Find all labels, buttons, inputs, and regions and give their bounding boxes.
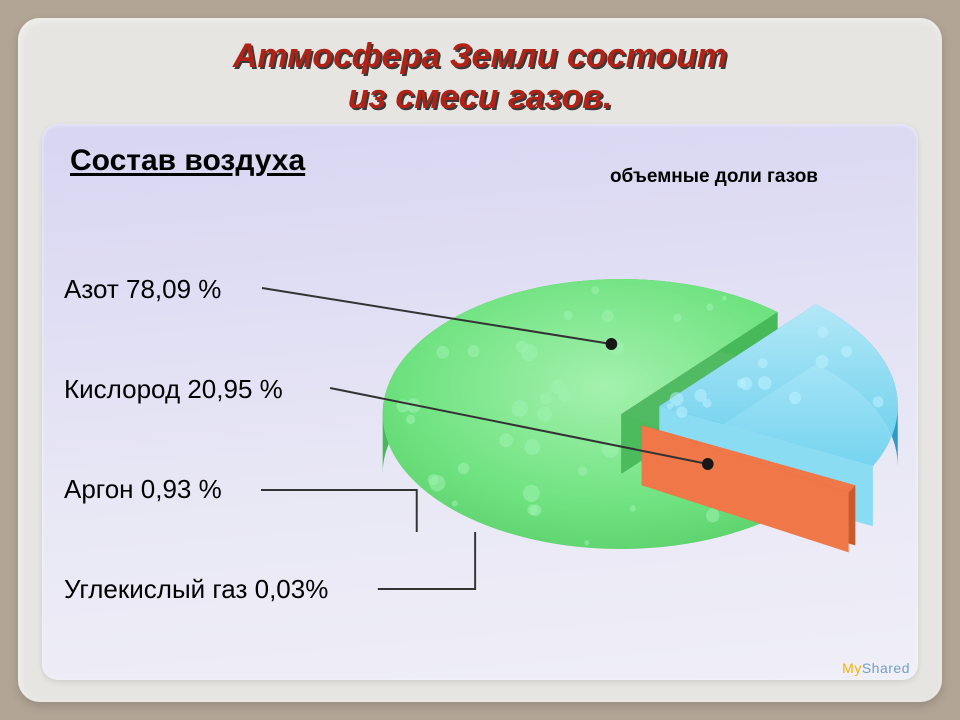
- watermark-shared: Shared: [862, 660, 910, 676]
- label-nitrogen: Азот 78,09 %: [64, 274, 221, 305]
- label-co2: Углекислый газ 0,03%: [64, 574, 328, 605]
- outer-background: Атмосфера Земли состоит из смеси газов. …: [0, 0, 960, 720]
- chart-panel: Состав воздуха объемные доли газов Азот …: [42, 124, 918, 680]
- watermark: MyShared: [842, 660, 910, 676]
- label-argon: Аргон 0,93 %: [64, 474, 222, 505]
- slide-title-line2: из смеси газов.: [42, 77, 918, 118]
- slide-frame: Атмосфера Земли состоит из смеси газов. …: [18, 18, 942, 702]
- label-oxygen: Кислород 20,95 %: [64, 374, 283, 405]
- slide-title-line1: Атмосфера Земли состоит: [42, 36, 918, 77]
- watermark-my: My: [842, 660, 862, 676]
